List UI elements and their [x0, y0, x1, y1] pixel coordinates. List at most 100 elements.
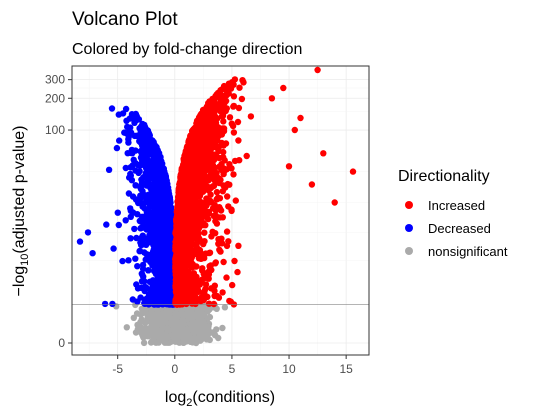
point-increased — [220, 148, 227, 156]
point-decreased — [159, 166, 166, 173]
point-decreased — [109, 300, 116, 308]
point-increased — [174, 197, 182, 204]
point-nonsignificant — [159, 331, 166, 339]
point-increased — [223, 228, 231, 235]
point-nonsignificant — [186, 305, 194, 313]
point-decreased — [156, 155, 164, 162]
point-decreased — [113, 144, 121, 152]
point-decreased — [101, 300, 109, 308]
point-decreased — [152, 268, 159, 275]
point-decreased — [165, 199, 172, 207]
point-decreased — [103, 221, 110, 228]
point-decreased — [124, 123, 131, 131]
point-increased — [206, 152, 214, 159]
point-decreased — [133, 234, 140, 242]
point-increased — [212, 123, 220, 130]
point-decreased — [76, 238, 84, 245]
point-increased — [215, 236, 222, 243]
point-decreased — [137, 294, 144, 301]
point-increased — [199, 125, 206, 132]
point-increased — [177, 246, 184, 254]
point-increased — [211, 100, 218, 107]
point-nonsignificant — [168, 320, 175, 327]
point-decreased — [165, 258, 173, 266]
point-decreased — [153, 144, 160, 151]
point-nonsignificant — [180, 320, 187, 327]
point-increased — [187, 218, 194, 226]
point-decreased — [146, 235, 154, 242]
point-increased — [205, 102, 213, 110]
y-axis-title: −log10(adjusted p-value) — [11, 125, 31, 296]
point-decreased — [143, 251, 150, 258]
x-axis-title: log2(conditions) — [165, 389, 275, 409]
y-axis-title-log: −log — [11, 266, 28, 297]
point-increased — [199, 111, 206, 118]
point-increased — [212, 114, 219, 121]
point-decreased — [143, 126, 150, 133]
point-increased — [212, 151, 219, 158]
point-increased — [185, 213, 192, 220]
point-nonsignificant — [198, 309, 205, 317]
point-increased — [220, 258, 227, 266]
point-decreased — [116, 137, 123, 144]
point-increased — [180, 163, 187, 170]
point-increased — [184, 299, 191, 306]
point-increased — [223, 274, 230, 281]
chart-subtitle: Colored by fold-change direction — [72, 41, 302, 58]
point-nonsignificant — [169, 332, 177, 339]
point-decreased — [144, 222, 151, 229]
point-increased — [331, 199, 338, 206]
point-nonsignificant — [198, 336, 205, 343]
point-nonsignificant — [191, 329, 198, 336]
point-decreased — [162, 177, 170, 184]
point-increased — [193, 204, 200, 211]
point-decreased — [152, 250, 160, 257]
point-nonsignificant — [133, 310, 141, 317]
point-increased — [203, 195, 210, 203]
point-increased — [219, 289, 226, 296]
point-increased — [243, 152, 250, 160]
point-increased — [181, 157, 189, 165]
point-decreased — [156, 172, 164, 179]
point-increased — [191, 199, 198, 206]
point-increased — [349, 168, 357, 175]
point-nonsignificant — [172, 311, 179, 318]
point-increased — [186, 179, 193, 186]
point-increased — [188, 136, 195, 143]
point-increased — [197, 198, 204, 206]
point-nonsignificant — [147, 339, 155, 346]
point-increased — [196, 224, 203, 231]
point-decreased — [151, 223, 158, 231]
point-increased — [207, 160, 214, 167]
legend-key-decreased — [405, 224, 413, 232]
point-increased — [180, 241, 188, 248]
point-nonsignificant — [206, 336, 213, 344]
point-increased — [236, 157, 243, 164]
legend-key-nonsignificant — [405, 247, 413, 255]
point-decreased — [129, 296, 136, 303]
point-increased — [212, 212, 220, 219]
point-increased — [207, 265, 214, 272]
point-decreased — [141, 154, 149, 161]
point-decreased — [132, 147, 139, 154]
point-decreased — [139, 232, 146, 239]
point-increased — [175, 274, 182, 281]
point-decreased — [128, 111, 136, 118]
point-decreased — [148, 141, 155, 148]
point-decreased — [141, 300, 149, 307]
point-decreased — [127, 235, 134, 242]
data-points — [76, 66, 357, 347]
point-nonsignificant — [155, 318, 162, 325]
point-increased — [320, 150, 327, 157]
point-increased — [174, 252, 182, 259]
point-decreased — [149, 282, 157, 289]
legend-key-increased — [405, 201, 413, 209]
point-increased — [193, 231, 201, 238]
point-increased — [193, 164, 200, 171]
point-decreased — [167, 248, 174, 255]
point-increased — [172, 300, 180, 307]
point-increased — [223, 242, 231, 250]
point-increased — [211, 292, 218, 300]
point-increased — [226, 114, 234, 121]
